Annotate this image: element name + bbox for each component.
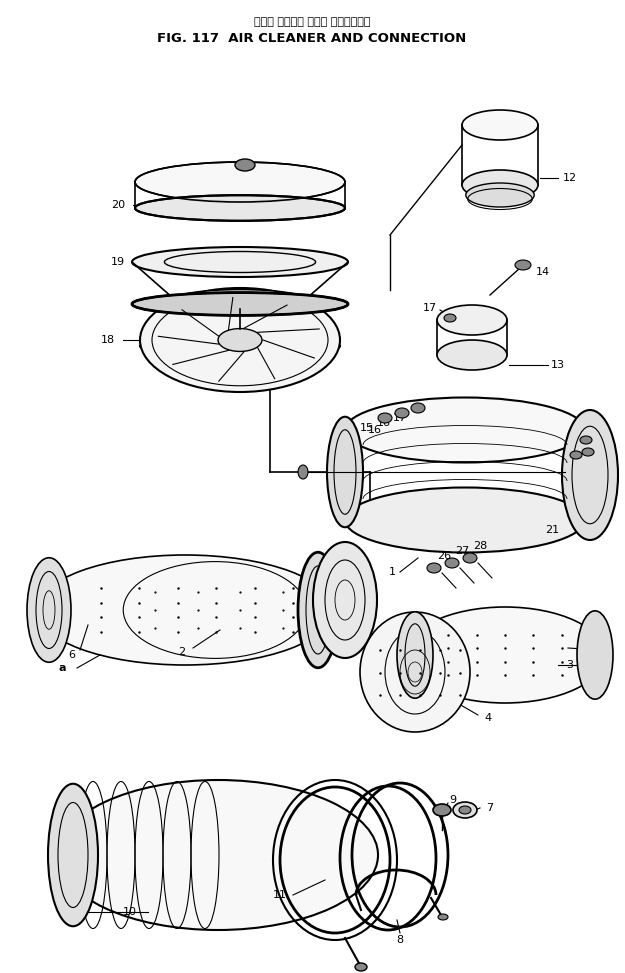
Ellipse shape — [132, 293, 348, 315]
Ellipse shape — [218, 329, 262, 351]
Text: 19: 19 — [111, 257, 125, 267]
Ellipse shape — [58, 780, 378, 930]
Text: 26: 26 — [437, 551, 451, 561]
Ellipse shape — [582, 448, 594, 456]
Text: a: a — [58, 663, 66, 673]
Ellipse shape — [298, 553, 338, 667]
Ellipse shape — [327, 416, 363, 527]
Ellipse shape — [459, 806, 471, 814]
Text: 22: 22 — [573, 495, 587, 505]
Ellipse shape — [132, 247, 348, 277]
Text: 6: 6 — [69, 650, 76, 660]
Ellipse shape — [562, 410, 618, 540]
Ellipse shape — [135, 196, 345, 221]
Ellipse shape — [580, 436, 592, 444]
Ellipse shape — [438, 914, 448, 920]
Ellipse shape — [437, 305, 507, 335]
Text: 15: 15 — [360, 423, 374, 433]
Ellipse shape — [313, 542, 377, 658]
Ellipse shape — [405, 607, 605, 703]
Text: 16: 16 — [377, 418, 391, 428]
Ellipse shape — [140, 335, 340, 357]
Ellipse shape — [433, 804, 451, 816]
Text: 8: 8 — [396, 935, 404, 945]
Ellipse shape — [570, 451, 582, 459]
Ellipse shape — [444, 314, 456, 322]
Text: 27: 27 — [455, 546, 469, 556]
Text: FIG. 117  AIR CLEANER AND CONNECTION: FIG. 117 AIR CLEANER AND CONNECTION — [158, 31, 467, 45]
Ellipse shape — [445, 558, 459, 568]
Text: 12: 12 — [563, 173, 577, 183]
Text: 21: 21 — [545, 525, 559, 535]
Ellipse shape — [463, 553, 477, 563]
Ellipse shape — [135, 162, 345, 202]
Ellipse shape — [48, 783, 98, 926]
Text: 9: 9 — [449, 795, 456, 805]
Text: 25: 25 — [593, 447, 607, 457]
Ellipse shape — [427, 563, 441, 573]
Text: 0: 0 — [54, 608, 61, 618]
Text: 17: 17 — [423, 303, 437, 313]
Ellipse shape — [462, 110, 538, 140]
Ellipse shape — [395, 408, 409, 418]
Ellipse shape — [453, 802, 477, 818]
Text: 20: 20 — [111, 200, 125, 210]
Ellipse shape — [462, 170, 538, 200]
Ellipse shape — [298, 465, 308, 479]
Text: 14: 14 — [536, 267, 550, 277]
Text: 23: 23 — [591, 435, 605, 445]
Ellipse shape — [397, 612, 433, 699]
Text: エアー クリーナ および コネクション: エアー クリーナ および コネクション — [254, 17, 370, 27]
Ellipse shape — [173, 290, 307, 310]
Ellipse shape — [235, 159, 255, 171]
Text: 11: 11 — [273, 890, 287, 900]
Ellipse shape — [411, 403, 425, 413]
Text: 17: 17 — [393, 413, 407, 423]
Ellipse shape — [355, 963, 367, 971]
Ellipse shape — [437, 340, 507, 370]
Text: 4: 4 — [484, 713, 492, 723]
Text: 16: 16 — [368, 425, 382, 435]
Text: 5: 5 — [359, 620, 366, 630]
Ellipse shape — [27, 558, 71, 663]
Text: 1: 1 — [389, 567, 396, 577]
Text: 15: 15 — [346, 430, 360, 440]
Ellipse shape — [515, 260, 531, 270]
Ellipse shape — [360, 612, 470, 732]
Text: 24: 24 — [581, 450, 595, 460]
Text: 18: 18 — [101, 335, 115, 345]
Ellipse shape — [378, 413, 392, 423]
Text: 13: 13 — [551, 360, 565, 370]
Text: 10: 10 — [123, 907, 137, 917]
Ellipse shape — [140, 288, 340, 392]
Text: 2: 2 — [179, 647, 186, 657]
Ellipse shape — [466, 183, 534, 207]
Text: 3: 3 — [566, 660, 574, 670]
Ellipse shape — [345, 398, 585, 462]
Text: 7: 7 — [486, 803, 494, 813]
Ellipse shape — [37, 555, 333, 665]
Ellipse shape — [345, 487, 585, 553]
Text: 28: 28 — [473, 541, 487, 551]
Text: a: a — [576, 640, 584, 650]
Ellipse shape — [577, 611, 613, 700]
